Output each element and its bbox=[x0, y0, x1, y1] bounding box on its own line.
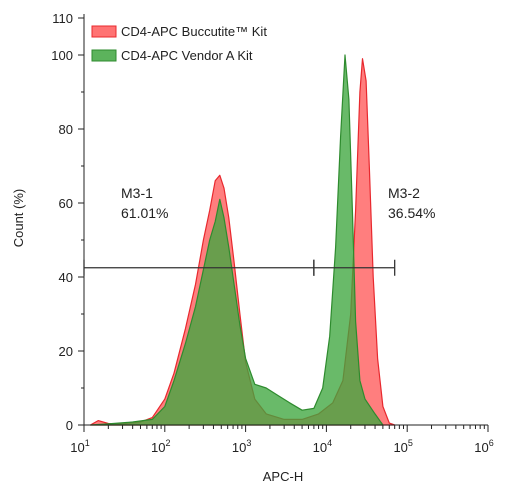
gate-m3-2-percent: 36.54% bbox=[388, 205, 435, 221]
x-tick-label: 106 bbox=[474, 438, 493, 455]
legend-swatch-buccutite bbox=[91, 25, 117, 38]
x-tick-label: 105 bbox=[393, 438, 412, 455]
series-area-1 bbox=[89, 54, 384, 426]
y-axis-title: Count (%) bbox=[11, 189, 26, 248]
y-tick-label: 40 bbox=[59, 270, 73, 285]
legend: CD4-APC Buccutite™ Kit CD4-APC Vendor A … bbox=[91, 24, 267, 63]
gate-layer bbox=[83, 259, 396, 276]
x-tick-label: 104 bbox=[313, 438, 332, 455]
axes-layer: 0 20 40 60 80 100 110 101 102 103 104 105 106 bbox=[51, 11, 493, 455]
y-tick-label: 100 bbox=[51, 48, 73, 63]
x-tick-label: 101 bbox=[70, 438, 89, 455]
series-layer bbox=[89, 54, 396, 426]
y-tick-label: 110 bbox=[52, 11, 73, 26]
legend-swatch-vendor-a bbox=[91, 49, 117, 62]
x-axis-title: APC-H bbox=[263, 469, 303, 484]
x-tick-label: 102 bbox=[151, 438, 170, 455]
gate-label-m3-2: M3-2 36.54% bbox=[388, 185, 435, 221]
gate-label-m3-1: M3-1 61.01% bbox=[121, 185, 168, 221]
y-tick-label: 0 bbox=[66, 418, 73, 433]
x-tick-label: 103 bbox=[232, 438, 251, 455]
legend-label-buccutite: CD4-APC Buccutite™ Kit bbox=[121, 24, 267, 39]
y-tick-label: 80 bbox=[59, 122, 73, 137]
gate-m3-2-name: M3-2 bbox=[388, 185, 420, 201]
legend-label-vendor-a: CD4-APC Vendor A Kit bbox=[121, 48, 253, 63]
y-tick-label: 60 bbox=[59, 196, 73, 211]
gate-m3-1-percent: 61.01% bbox=[121, 205, 168, 221]
gate-m3-1-name: M3-1 bbox=[121, 185, 153, 201]
y-tick-label: 20 bbox=[59, 344, 73, 359]
